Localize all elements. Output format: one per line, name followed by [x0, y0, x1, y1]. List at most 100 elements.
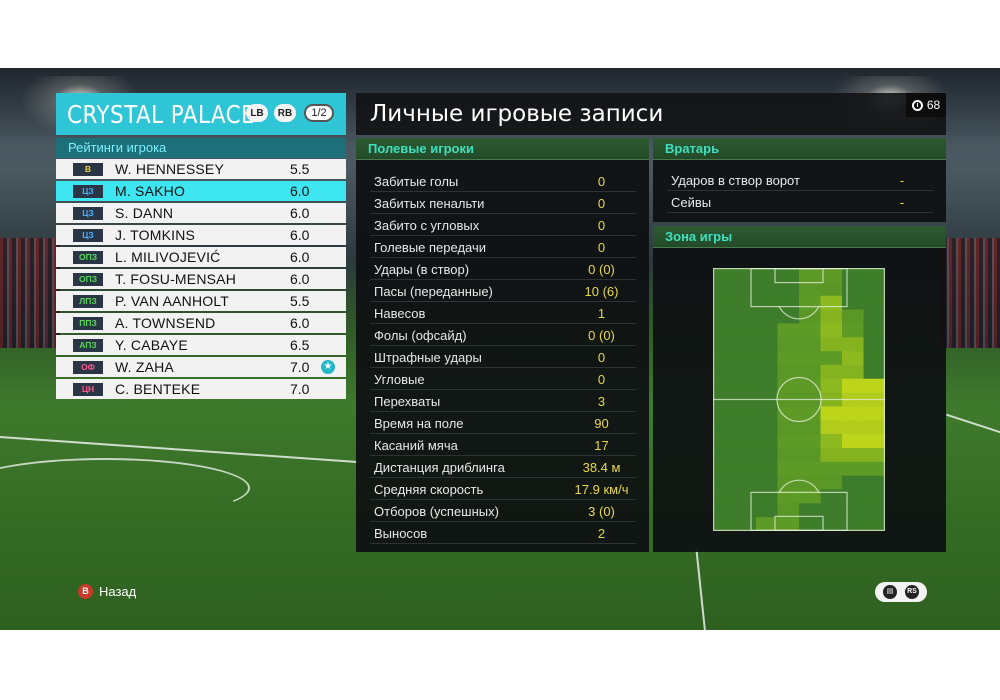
heatmap-cell — [734, 447, 757, 463]
heatmap-cell — [734, 309, 757, 324]
stat-label: Голевые передачи — [374, 239, 487, 255]
stat-value: 2 — [597, 525, 606, 541]
heatmap-cell — [713, 337, 735, 352]
heatmap-cell — [842, 489, 864, 504]
heatmap-cell — [863, 406, 885, 421]
player-rating: 5.5 — [290, 293, 310, 309]
player-rating: 6.0 — [290, 227, 310, 243]
gk-stat-row: Ударов в створ ворот - — [667, 170, 933, 191]
player-row[interactable]: ЛПЗ P. VAN AANHOLT 5.5 — [56, 291, 346, 311]
heatmap-cell — [820, 406, 843, 421]
player-row[interactable]: АПЗ Y. CABAYE 6.5 — [56, 335, 346, 355]
stat-label: Фолы (офсайд) — [374, 327, 467, 343]
stat-row: Отборов (успешных) 3 (0) — [370, 501, 636, 522]
heatmap-cell — [799, 447, 821, 463]
heatmap-cell — [863, 378, 885, 393]
player-name: S. DANN — [115, 205, 174, 221]
back-label: Назад — [99, 584, 137, 599]
b-button-icon[interactable]: B — [78, 584, 93, 599]
heatmap-cell — [777, 268, 800, 283]
heatmap-cell — [863, 434, 885, 449]
heatmap-cell — [863, 309, 885, 324]
heatmap-cell — [820, 309, 843, 324]
footer-controls[interactable]: ▤ RS — [875, 582, 927, 602]
heatmap-cell — [842, 517, 864, 531]
lb-button-icon[interactable]: LB — [246, 104, 268, 122]
heatmap-cell — [734, 461, 757, 476]
heatmap-cell — [842, 351, 864, 366]
heatmap-cell — [820, 323, 843, 338]
stat-label: Забитые голы — [374, 173, 459, 189]
stat-label: Средняя скорость — [374, 481, 484, 497]
heatmap-cell — [734, 268, 757, 283]
player-name: W. HENNESSEY — [115, 161, 224, 177]
player-name: J. TOMKINS — [115, 227, 196, 243]
heatmap-cell — [734, 323, 757, 338]
stat-label: Время на поле — [374, 415, 464, 431]
player-rating: 7.0 — [290, 359, 310, 375]
heatmap-cell — [777, 364, 800, 380]
heatmap-cell — [799, 337, 821, 352]
heatmap-cell — [820, 489, 843, 504]
center-circle-arc — [0, 458, 250, 518]
player-row[interactable]: ЦЗ M. SAKHO 6.0 — [56, 181, 346, 201]
heatmap-cell — [863, 503, 885, 518]
heatmap-cell — [799, 378, 821, 393]
heatmap-cell — [777, 517, 800, 531]
heatmap-cell — [713, 323, 735, 338]
player-row[interactable]: ЦЗ J. TOMKINS 6.0 — [56, 225, 346, 245]
heatmap-cell — [777, 295, 800, 310]
bottom-goal-box — [774, 515, 824, 531]
match-timer: 68 — [906, 93, 946, 117]
heatmap-cell — [820, 420, 843, 435]
heatmap-cell — [820, 351, 843, 366]
heatmap-cell — [777, 281, 800, 296]
rs-stick-icon[interactable]: RS — [905, 585, 919, 599]
stat-row: Штрафные удары 0 — [370, 347, 636, 368]
position-badge: ППЗ — [73, 316, 103, 330]
heatmap-cell — [863, 351, 885, 366]
heatmap-cell — [863, 281, 885, 296]
player-rating: 6.0 — [290, 271, 310, 287]
player-row[interactable]: ЦН C. BENTEKE 7.0 — [56, 379, 346, 399]
heatmap-cell — [734, 351, 757, 366]
heatmap-cell — [820, 378, 843, 393]
heatmap-cell — [799, 503, 821, 518]
play-zone-panel: Зона игры — [653, 226, 946, 552]
player-row[interactable]: ЦЗ S. DANN 6.0 — [56, 203, 346, 223]
position-badge: ЦЗ — [73, 228, 103, 242]
stat-label: Отборов (успешных) — [374, 503, 499, 519]
heatmap-cell — [777, 461, 800, 476]
player-row[interactable]: В W. HENNESSEY 5.5 — [56, 159, 346, 179]
stat-label: Перехваты — [374, 393, 441, 409]
heatmap-cell — [756, 323, 778, 338]
stat-row: Фолы (офсайд) 0 (0) — [370, 325, 636, 346]
heatmap-cell — [756, 420, 778, 435]
heatmap-cell — [713, 461, 735, 476]
player-row[interactable]: ОПЗ L. MILIVOJEVIĆ 6.0 — [56, 247, 346, 267]
heatmap-cell — [734, 406, 757, 421]
back-hint[interactable]: B Назад — [78, 584, 136, 599]
heatmap-cell — [863, 420, 885, 435]
chat-icon[interactable]: ▤ — [883, 585, 897, 599]
play-zone-heatmap — [713, 268, 885, 531]
player-row[interactable]: ОФ W. ZAHA 7.0 ★ — [56, 357, 346, 377]
heatmap-cell — [842, 406, 864, 421]
player-row[interactable]: ППЗ A. TOWNSEND 6.0 — [56, 313, 346, 333]
stat-label: Касаний мяча — [374, 437, 458, 453]
gk-stat-value: - — [899, 172, 905, 188]
stat-value: 10 (6) — [584, 283, 619, 299]
heatmap-cell — [820, 281, 843, 296]
stat-value: 3 — [597, 393, 606, 409]
heatmap-cell — [756, 475, 778, 490]
heatmap-cell — [799, 461, 821, 476]
player-rating: 6.0 — [290, 205, 310, 221]
heatmap-cell — [713, 295, 735, 310]
stat-label: Пасы (переданные) — [374, 283, 493, 299]
stat-value: 17.9 км/ч — [574, 481, 629, 497]
heatmap-cell — [734, 295, 757, 310]
rb-button-icon[interactable]: RB — [274, 104, 296, 122]
stat-row: Касаний мяча 17 — [370, 435, 636, 456]
player-list: В W. HENNESSEY 5.5 ЦЗ M. SAKHO 6.0 ЦЗ S. DANN 6.… — [56, 159, 346, 401]
player-row[interactable]: ОПЗ T. FOSU-MENSAH 6.0 — [56, 269, 346, 289]
